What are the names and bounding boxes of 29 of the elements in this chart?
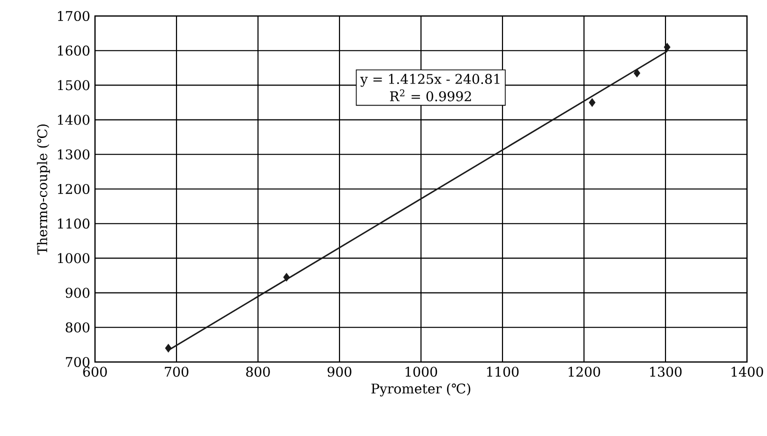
x-tick-label: 800 (246, 366, 270, 377)
x-tick-label: 1000 (406, 366, 438, 377)
y-tick-label: 800 (66, 322, 90, 332)
x-tick-label: 600 (83, 366, 107, 377)
point (664, 42, 670, 52)
y-tick-label: 1000 (58, 253, 90, 264)
point (283, 272, 290, 282)
y-tick-label: 1600 (58, 46, 90, 56)
y-tick-label: 1200 (58, 184, 90, 194)
y-tick-label: 1500 (58, 80, 90, 90)
y-tick-label: 900 (66, 288, 90, 298)
annotation: R$^{2}$ = 0.9992 (390, 89, 471, 102)
y-tick-label: 700 (66, 356, 90, 368)
point (165, 344, 172, 352)
point (588, 98, 596, 107)
x-tick-label: 1200 (568, 366, 600, 377)
x-tick-label: 1400 (732, 366, 764, 377)
x-tick-label: 700 (164, 366, 188, 377)
annotation: y = 1.4125x - 240.81 (360, 74, 500, 87)
point (634, 68, 640, 78)
y-axis-title: Thermo-couple (℃) (36, 124, 50, 254)
x-tick-label: 900 (328, 366, 352, 377)
x-axis-title: Pyrometer (℃) (371, 383, 470, 396)
x-tick-label: 1100 (487, 366, 519, 377)
y-tick-label: 1400 (58, 114, 90, 125)
x-tick-label: 1300 (650, 366, 682, 377)
y-tick-label: 1700 (58, 10, 90, 22)
y-tick-label: 1300 (58, 149, 90, 160)
y-tick-label: 1100 (58, 218, 90, 229)
